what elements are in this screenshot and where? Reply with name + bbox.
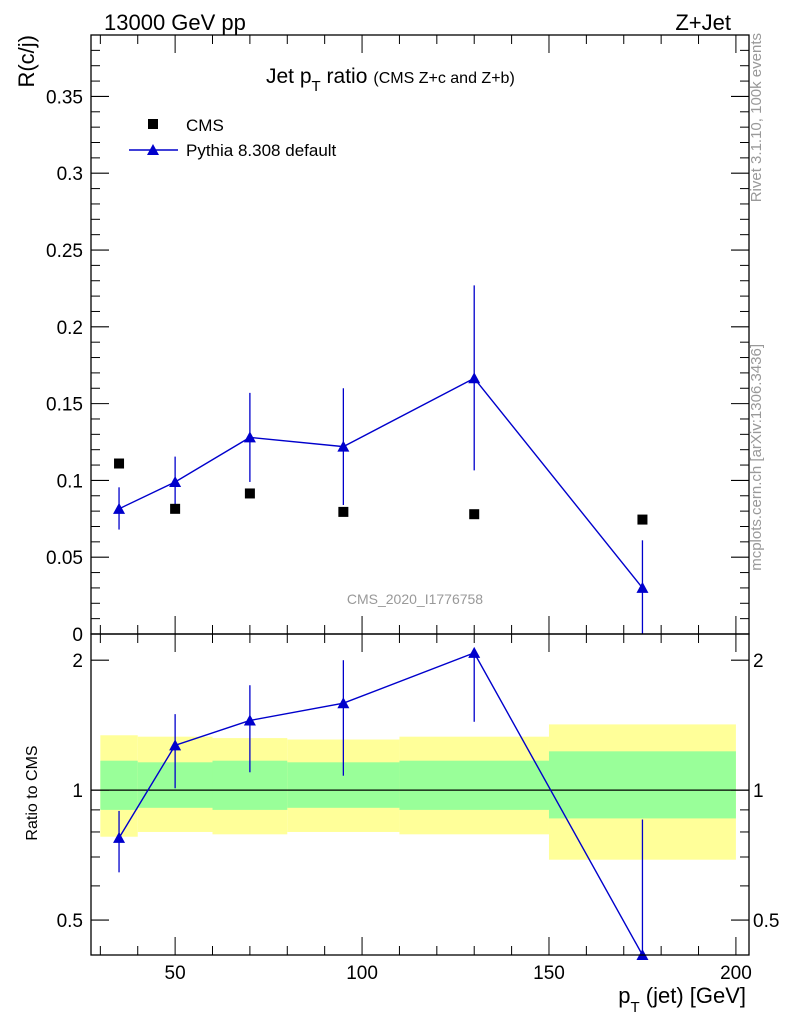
legend-marker-pythia [147,144,159,155]
pythia-marker [337,440,350,452]
x-tick-label: 200 [720,963,752,984]
cms-marker [469,509,480,520]
rivet-version-label: Rivet 3.1.10, 100k events [748,33,765,202]
main-panel: 0 0.05 0.1 0.15 0.2 0.25 0.3 0.35 [46,34,750,646]
legend: CMS Pythia 8.308 default [129,116,337,160]
ratio-y-tick-label-right: 1 [753,781,764,802]
ratio-marker [337,697,350,709]
main-y-tick-label: 0.25 [46,241,83,262]
legend-marker-cms [148,119,158,129]
ratio-panel: 0.5 0.5 1 1 2 2 50 100 150 200 [57,633,779,984]
main-y-axis-label: R(c/j) [14,35,39,88]
pythia-marker [243,431,256,443]
main-y-tick-label: 0.05 [46,548,83,569]
mcplots-label: mcplots.cern.ch [arXiv:1306.3436] [748,344,765,571]
x-tick-label: 50 [165,963,186,984]
ratio-inner-uncertainty-band [399,760,549,810]
x-tick-label: 150 [533,963,565,984]
cms-marker [170,503,181,514]
header-channel: Z+Jet [675,10,731,35]
main-y-tick-label: 0.15 [46,395,83,416]
x-tick-label: 100 [346,963,378,984]
ratio-inner-uncertainty-band [100,760,138,810]
main-y-tick-label: 0 [72,625,83,646]
ratio-y-tick-label-right: 2 [753,651,764,672]
pythia-marker [169,475,182,487]
ratio-y-tick-label-left: 0.5 [57,911,83,932]
header-process: 13000 GeV pp [104,10,246,35]
ratio-marker [113,831,126,843]
ratio-y-tick-label-left: 2 [72,651,83,672]
cms-marker [637,514,648,525]
cms-marker [114,458,125,469]
ratio-marker [169,739,182,751]
pythia-marker [636,581,649,593]
ratio-frame [90,633,750,956]
ratio-y-tick-label-right: 0.5 [753,911,779,932]
legend-label-pythia: Pythia 8.308 default [186,141,337,160]
legend-label-cms: CMS [186,116,224,135]
ratio-series-line [118,651,644,956]
ratio-inner-uncertainty-band [548,751,736,819]
pythia-marker [468,372,481,384]
main-y-tick-label: 0.2 [57,318,83,339]
main-y-tick-label: 0.35 [46,87,83,108]
analysis-tag: CMS_2020_I1776758 [347,591,483,607]
cms-marker [244,488,255,499]
ratio-y-axis-label: Ratio to CMS [24,745,41,840]
pythia-marker [113,502,126,514]
main-y-tick-label: 0.3 [57,164,83,185]
ratio-marker [468,646,481,658]
main-title: Jet pT ratio (CMS Z+c and Z+b) [266,65,515,95]
ratio-marker [243,714,256,726]
pythia-series-line [118,377,643,589]
cms-marker [338,506,349,517]
x-axis-label: pT (jet) [GeV] [618,983,746,1016]
ratio-y-tick-label-left: 1 [72,781,83,802]
main-y-tick-label: 0.1 [57,471,83,492]
